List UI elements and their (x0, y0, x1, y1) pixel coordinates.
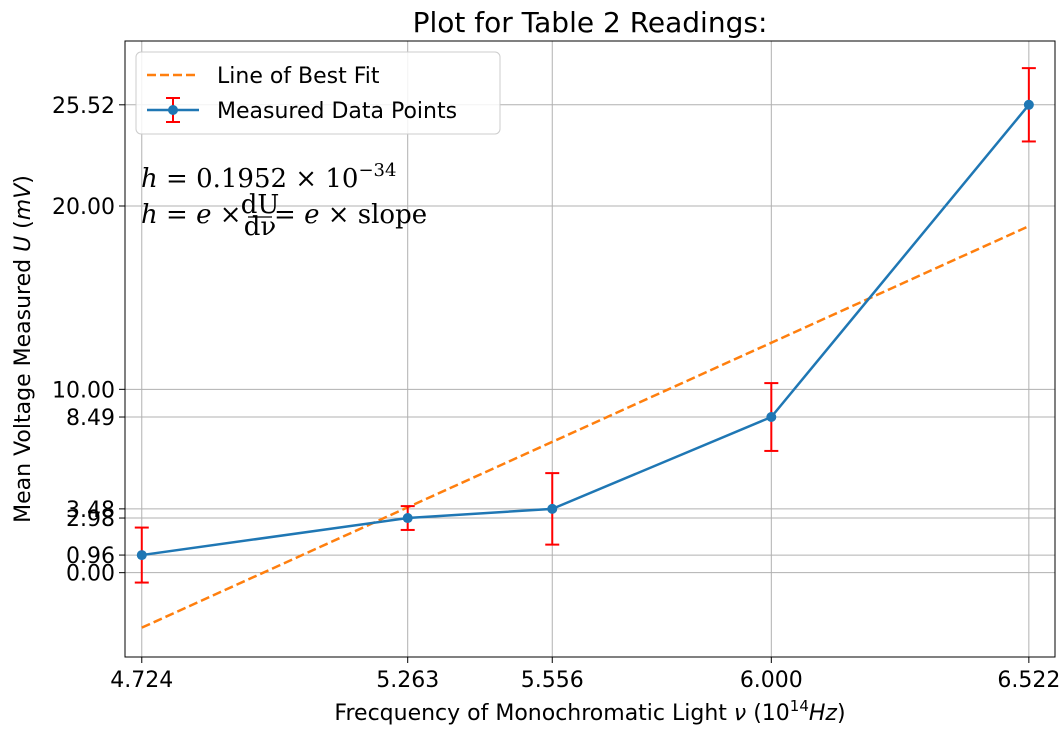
legend: Line of Best Fit Measured Data Points (135, 51, 501, 135)
best-fit-line (141, 225, 1030, 629)
y-tick-label: 0.96 (66, 544, 115, 569)
series-layer (134, 67, 1036, 629)
x-tick-label: 6.522 (997, 668, 1060, 693)
annotation-fraction-denominator: dν (244, 212, 276, 242)
x-tick-label: 6.000 (740, 668, 803, 693)
y-tick-label: 2.98 (66, 507, 115, 532)
x-tick-label: 5.556 (521, 668, 584, 693)
annotation-fraction-numerator: dU (241, 190, 280, 220)
legend-fit-label: Line of Best Fit (217, 64, 380, 89)
x-ticks: 4.724 5.263 5.556 6.000 6.522 (110, 657, 1060, 693)
legend-data-swatch-marker (168, 105, 178, 115)
annotation-line-2-rest: = e × slope (274, 200, 427, 230)
y-tick-label: 8.49 (66, 406, 115, 431)
plot-frame (124, 40, 1056, 658)
y-tick-label: 3.48 (66, 498, 115, 523)
x-axis-label: Frecquency of Monochromatic Light ν (101… (334, 697, 845, 726)
y-ticks: 0.000.96 2.983.48 8.49 10.00 20.00 25.52 (52, 94, 125, 587)
chart-title: Plot for Table 2 Readings: (413, 6, 768, 39)
data-point (1023, 99, 1034, 110)
annotation: h = 0.1952 × 10−34 h = e × dU dν = e × s… (141, 160, 427, 242)
y-tick-label: 10.00 (52, 378, 115, 403)
y-axis-label: Mean Voltage Measured U (mV) (11, 175, 36, 523)
data-point (136, 550, 147, 561)
data-point (402, 513, 413, 524)
legend-data-label: Measured Data Points (217, 99, 457, 124)
y-tick-label: 20.00 (52, 195, 115, 220)
grid (125, 41, 1055, 657)
x-tick-label: 5.263 (376, 668, 439, 693)
data-point (766, 412, 777, 423)
annotation-line-2: h = e × (141, 200, 242, 230)
x-tick-label: 4.724 (110, 668, 173, 693)
y-tick-label: 25.52 (52, 94, 115, 119)
y-tick-label: 0.00 (66, 562, 115, 587)
legend-box (135, 51, 501, 135)
annotation-line-1: h = 0.1952 × 10−34 (141, 160, 396, 194)
data-point (547, 503, 558, 514)
